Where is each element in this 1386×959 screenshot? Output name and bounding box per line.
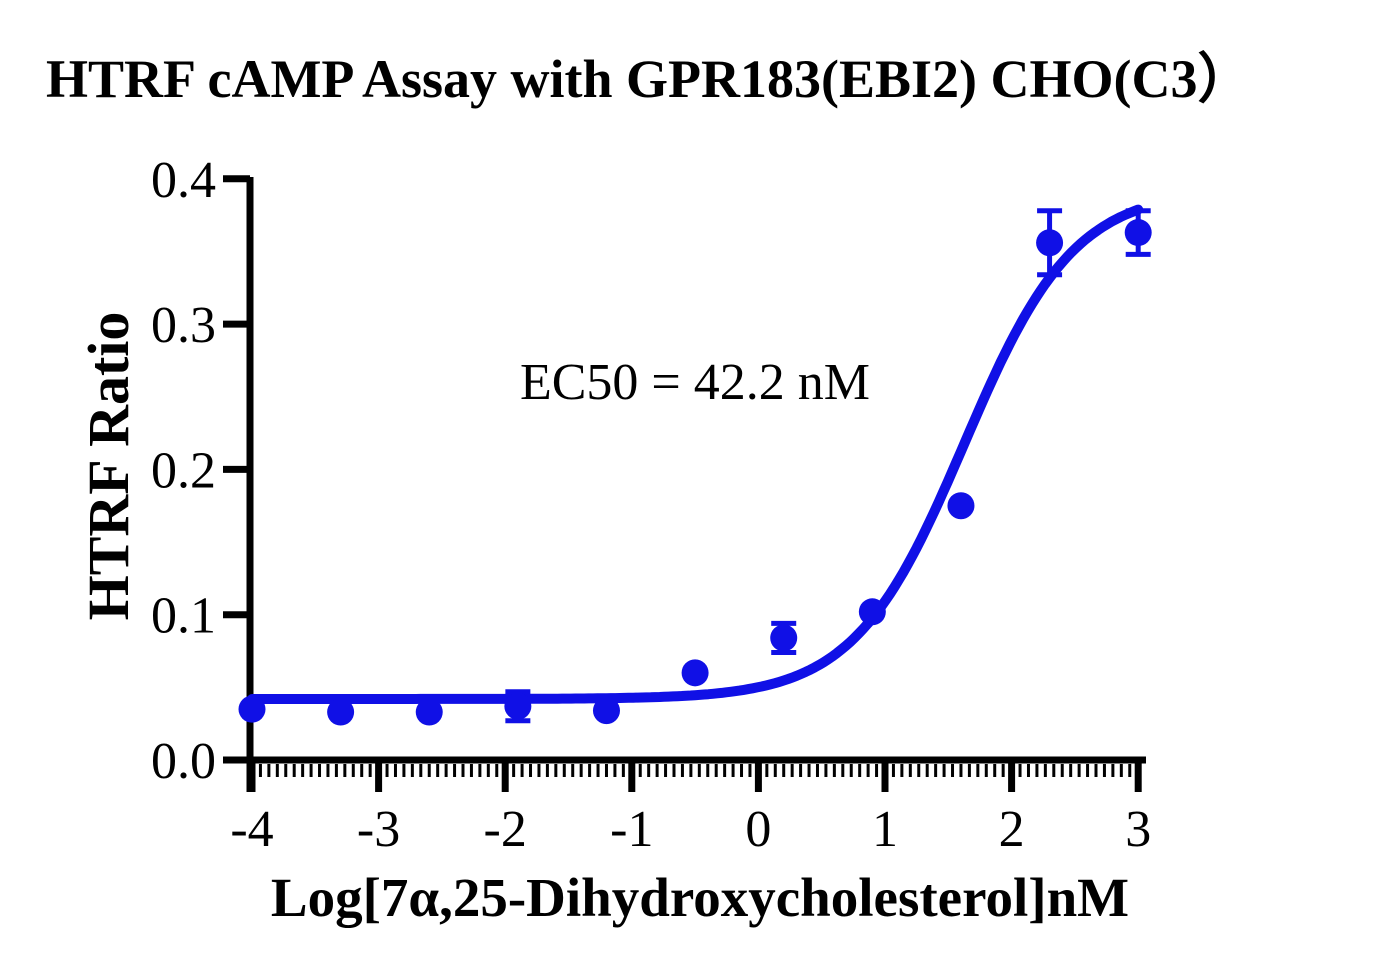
fit-curve: [247, 204, 1144, 704]
x-tick-label: -3: [357, 801, 400, 858]
data-point-marker: [858, 598, 886, 626]
data-point-marker: [1036, 229, 1064, 257]
y-tick-label: 0.4: [151, 152, 216, 209]
y-tick-label: 0.1: [151, 588, 216, 645]
x-tick-label: 1: [872, 801, 898, 858]
axis-major-ticks: [223, 175, 1142, 792]
y-tick-label: 0.3: [151, 297, 216, 354]
x-tick-label: -4: [230, 801, 273, 858]
data-point-marker: [238, 695, 266, 723]
y-tick-label: 0.2: [151, 442, 216, 499]
y-axis-title: HTRF Ratio: [76, 312, 141, 621]
ec50-annotation: EC50 = 42.2 nM: [520, 354, 870, 411]
data-point-marker: [415, 698, 443, 726]
x-tick-label: 3: [1125, 801, 1151, 858]
data-point-marker: [947, 492, 975, 520]
x-tick-label: 0: [745, 801, 771, 858]
data-point-marker: [592, 697, 620, 725]
data-point-marker: [504, 692, 532, 720]
data-point-marker: [327, 698, 355, 726]
data-points: [238, 219, 1152, 726]
data-point-marker: [681, 659, 709, 687]
chart-title: HTRF cAMP Assay with GPR183(EBI2) CHO(C3…: [46, 49, 1251, 109]
fit-curve-path: [247, 204, 1144, 704]
x-axis-title: Log[7α,25-Dihydroxycholesterol]nM: [271, 867, 1129, 928]
axis-tick-labels: -4 -3 -2 -1 0 1 2 3 0.0 0.1 0.2 0.3 0.4: [151, 152, 1151, 858]
x-tick-label: -2: [484, 801, 527, 858]
data-point-marker: [770, 624, 798, 652]
y-tick-label: 0.0: [151, 733, 216, 790]
x-tick-label: 2: [999, 801, 1025, 858]
x-axis-minor-ticks: [250, 764, 1140, 777]
error-bars: [505, 208, 1151, 724]
data-point-marker: [1124, 219, 1152, 247]
x-tick-label: -1: [610, 801, 653, 858]
